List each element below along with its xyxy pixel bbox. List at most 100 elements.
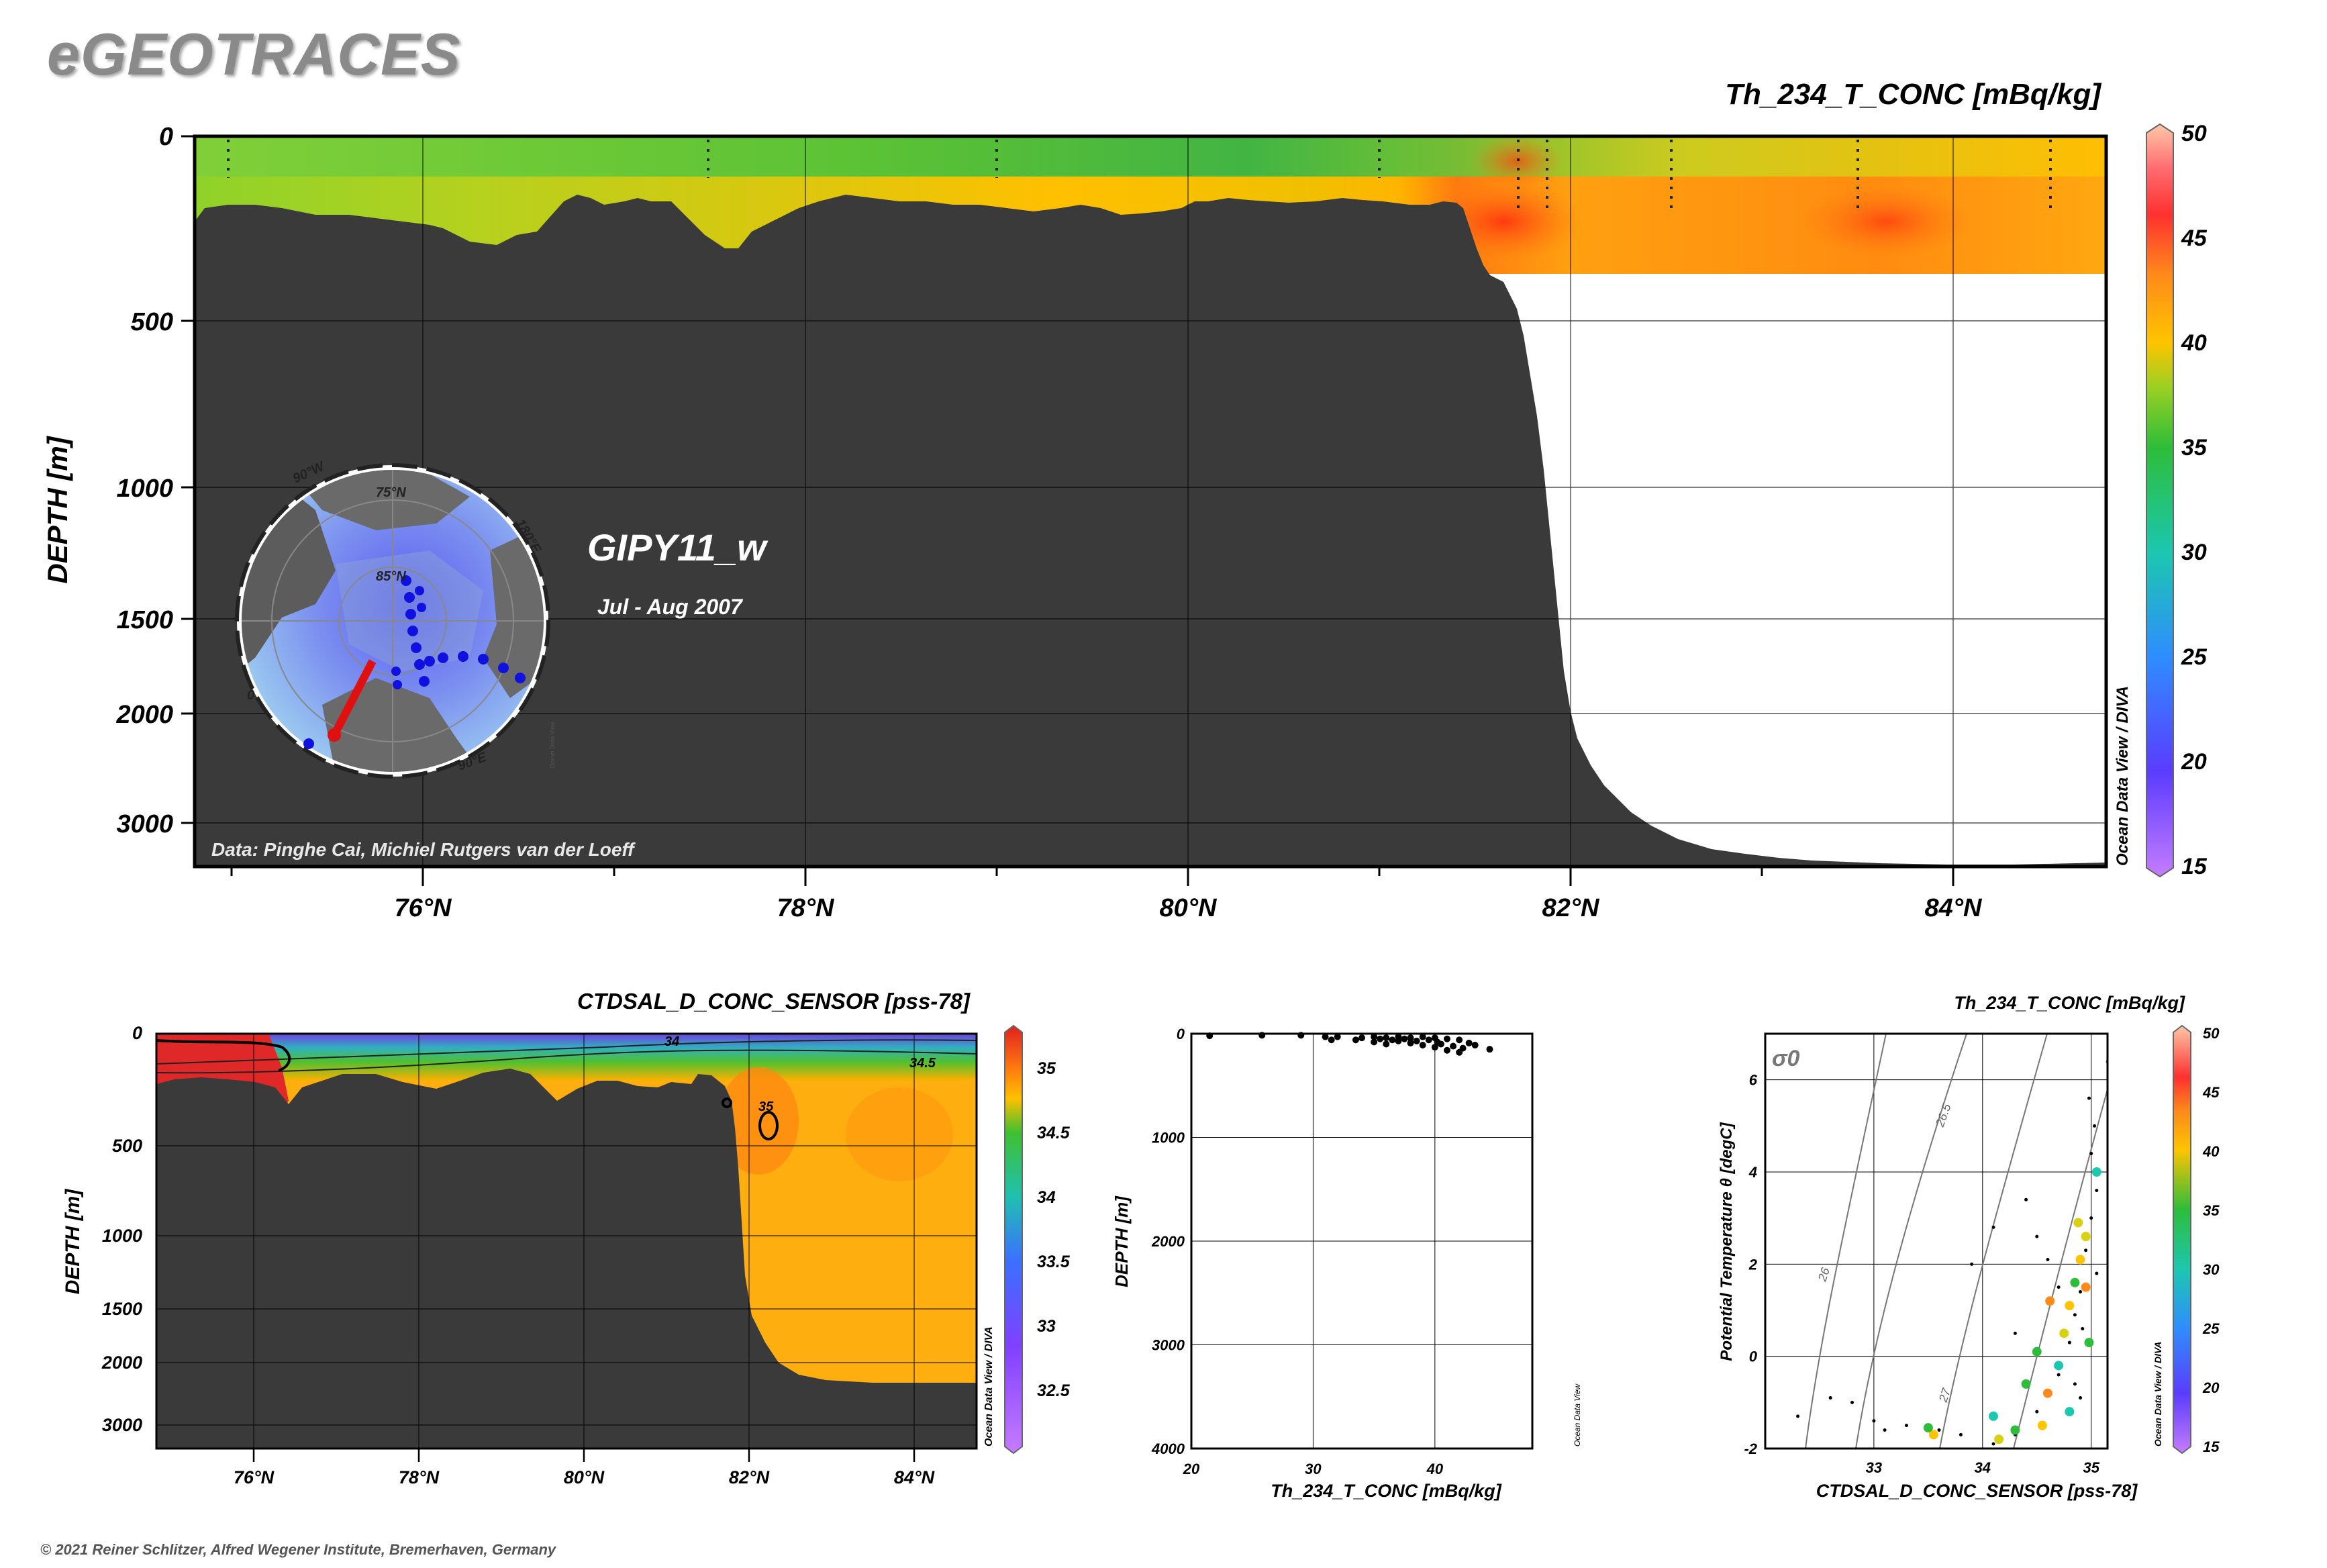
main-x-tick: 80°N [1160, 894, 1218, 922]
ts-small-point [2057, 1373, 2061, 1377]
profile-point [1456, 1036, 1463, 1044]
ts-colored-point [1994, 1434, 2004, 1444]
profile-point [1486, 1046, 1493, 1053]
main-colorbar-tick: 45 [2181, 226, 2208, 251]
ts-small-point [2079, 1290, 2083, 1294]
copyright-credit: © 2021 Reiner Schlitzer, Alfred Wegener … [40, 1541, 556, 1558]
ts-small-point [2089, 1216, 2093, 1220]
ts-y-tick: 4 [1748, 1164, 1757, 1181]
profile-point [1407, 1039, 1414, 1046]
main-x-tick: 78°N [777, 894, 835, 922]
main-x-tick: 84°N [1925, 894, 1983, 922]
data-credit: Data: Pinghe Cai, Michiel Rutgers van de… [211, 839, 636, 860]
salinity-colorbar-tick: 34 [1037, 1188, 1056, 1207]
ts-colored-point [2037, 1420, 2047, 1430]
ts-y-tick: 2 [1748, 1256, 1758, 1273]
ts-colored-point [2021, 1379, 2031, 1389]
ts-x-tick: 35 [2083, 1459, 2099, 1476]
map-label: 75°N [376, 485, 406, 500]
salinity-y-tick: 2000 [101, 1353, 142, 1373]
ts-colored-point [2054, 1361, 2064, 1371]
ts-small-point [2093, 1124, 2097, 1128]
ts-colorbar-tick: 25 [2202, 1320, 2220, 1337]
ts-colored-point [2084, 1338, 2094, 1348]
ts-xlabel: CTDSAL_D_CONC_SENSOR [pss-78] [1816, 1481, 2138, 1501]
profile-point [1322, 1033, 1329, 1040]
ts-small-point [2067, 1340, 2071, 1344]
profile-point [1383, 1040, 1390, 1048]
main-y-tick: 1500 [116, 606, 173, 634]
profile-point [1450, 1042, 1457, 1050]
isopycnal-label: 27.5 [2102, 1041, 2122, 1069]
ts-y-tick: 0 [1749, 1349, 1758, 1365]
ts-diagram-chart: Th_234_T_CONC [mBq/kg] 26 26.5 27 27.5 σ… [1718, 993, 2220, 1501]
main-colorbar-tick: 30 [2181, 540, 2207, 565]
ts-colorbar-tick: 20 [2202, 1379, 2220, 1396]
ts-small-point [2079, 1395, 2083, 1400]
ts-x-tick: 33 [1866, 1459, 1882, 1476]
ts-colored-point [2073, 1218, 2083, 1228]
inset-map: 90°W 75°N 85°N 180°E 0 90°E Ocean Data V… [235, 458, 556, 779]
salinity-y-tick: 3000 [102, 1415, 142, 1435]
map-label: 0 [247, 688, 254, 703]
ts-colored-point [1989, 1411, 1998, 1421]
ts-small-point [1970, 1262, 1974, 1266]
profile-point [1389, 1036, 1396, 1044]
profile-y-tick: 2000 [1151, 1233, 1185, 1250]
salinity-y-tick: 0 [132, 1023, 142, 1043]
profile-point [1377, 1035, 1384, 1042]
main-odv-label: Ocean Data View / DIVA [2114, 686, 2132, 866]
ts-small-point [1850, 1400, 1854, 1404]
main-colorbar-tick: 40 [2181, 330, 2207, 356]
salinity-contour-label: 34 [664, 1034, 679, 1049]
map-label: 85°N [376, 569, 406, 584]
profile-watermark: Ocean Data View [1573, 1383, 1582, 1447]
ts-colored-point [2042, 1388, 2052, 1398]
profile-point [1444, 1046, 1450, 1054]
profile-x-tick: 40 [1426, 1461, 1444, 1477]
salinity-x-tick: 84°N [894, 1467, 935, 1487]
ts-title: Th_234_T_CONC [mBq/kg] [1954, 993, 2185, 1013]
ts-small-point [1991, 1442, 1995, 1446]
profile-point [1334, 1033, 1341, 1040]
ts-odv-label: Ocean Data View / DIVA [2152, 1342, 2163, 1447]
salinity-y-tick: 1000 [102, 1226, 142, 1246]
ts-colored-point [2065, 1407, 2075, 1417]
ts-small-point [2073, 1313, 2077, 1317]
salinity-section-chart: CTDSAL_D_CONC_SENSOR [pss-78] 34 34.5 35… [62, 989, 1071, 1487]
main-colorbar-tick: 35 [2181, 435, 2208, 460]
profile-point [1395, 1037, 1402, 1044]
ts-small-point [2087, 1096, 2091, 1100]
salinity-x-tick: 78°N [399, 1467, 440, 1487]
salinity-x-tick: 80°N [564, 1467, 605, 1487]
ts-colorbar-tick: 15 [2203, 1438, 2220, 1455]
profile-point [1419, 1041, 1426, 1048]
ts-small-point [2013, 1331, 2017, 1335]
ts-colored-point [2065, 1301, 2075, 1311]
ts-small-point [2057, 1285, 2061, 1289]
profile-point [1471, 1041, 1479, 1048]
ts-small-point [2073, 1382, 2077, 1386]
ts-colored-point [2045, 1296, 2055, 1306]
profile-point [1407, 1034, 1414, 1042]
ts-colored-point [2070, 1277, 2080, 1287]
salinity-contour-label: 35 [758, 1099, 774, 1114]
profile-point [1419, 1033, 1426, 1040]
ts-colored-point [2059, 1328, 2069, 1338]
profile-point [1371, 1038, 1378, 1046]
profile-xlabel: Th_234_T_CONC [mBq/kg] [1271, 1481, 1502, 1501]
profile-point [1258, 1032, 1266, 1039]
salinity-x-tick: 82°N [729, 1467, 770, 1487]
profile-point [1413, 1037, 1420, 1044]
ts-colored-point [2010, 1425, 2020, 1435]
salinity-colorbar-tick: 35 [1037, 1059, 1056, 1078]
profile-point [1352, 1036, 1359, 1044]
ts-small-point [2095, 1271, 2099, 1275]
ts-colored-point [2081, 1282, 2091, 1292]
salinity-y-tick: 1500 [102, 1299, 142, 1319]
ts-colored-point [2091, 1167, 2101, 1177]
profile-x-tick: 20 [1183, 1461, 1200, 1477]
main-x-tick: 76°N [395, 894, 452, 922]
salinity-y-tick: 500 [112, 1136, 142, 1156]
ts-y-tick: 6 [1749, 1072, 1758, 1089]
